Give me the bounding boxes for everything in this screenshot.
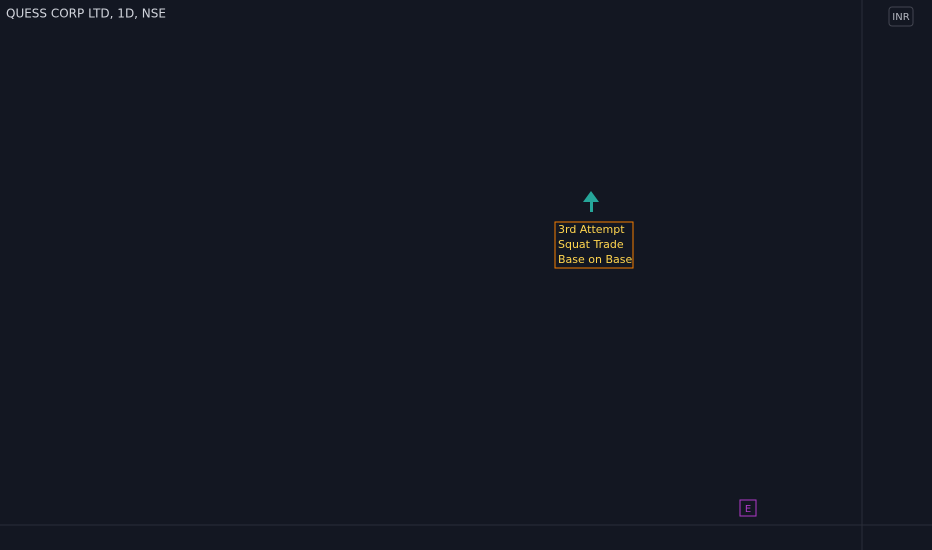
earnings-marker-box[interactable] xyxy=(739,499,757,517)
arrow xyxy=(583,191,599,212)
currency[interactable]: INR xyxy=(892,12,909,23)
annotation-line: Squat Trade xyxy=(558,238,624,251)
currency-button[interactable] xyxy=(888,6,914,27)
annotation-box xyxy=(554,221,634,269)
annotation-line: 3rd Attempt xyxy=(558,223,625,236)
earnings-marker[interactable]: E xyxy=(745,504,751,515)
annotation-line: Base on Base xyxy=(558,253,632,266)
annotation: 3rd Attempt Squat Trade Base on Base xyxy=(554,221,634,269)
chart-title: QUESS CORP LTD, 1D, NSE xyxy=(6,7,166,21)
